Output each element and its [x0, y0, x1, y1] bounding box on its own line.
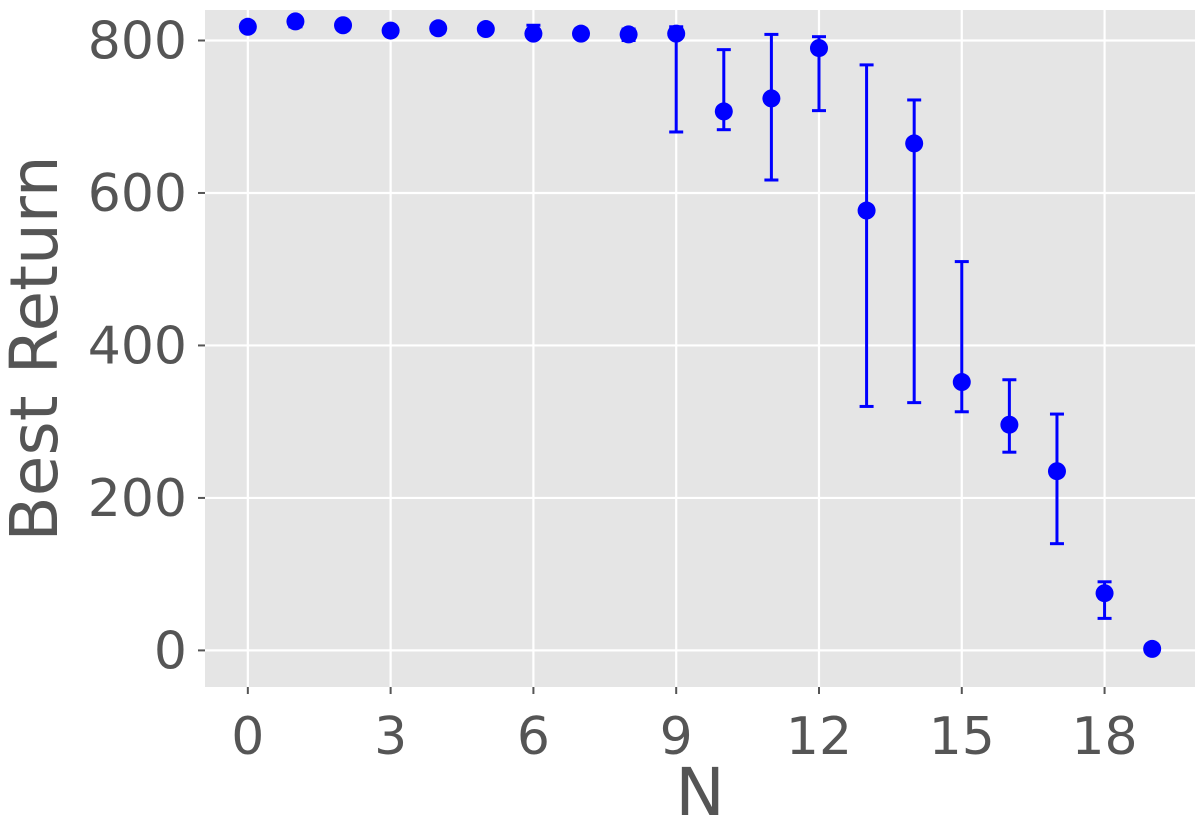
data-point [762, 89, 781, 108]
data-point [524, 24, 543, 43]
x-tick-label: 3 [374, 707, 407, 767]
error-bar [859, 63, 874, 408]
x-tick-label: 6 [517, 707, 550, 767]
data-points [238, 12, 1162, 658]
data-point [809, 39, 828, 58]
data-point [952, 373, 971, 392]
y-tick-label: 800 [88, 11, 187, 71]
data-point [238, 17, 257, 36]
y-tick-label: 600 [88, 164, 187, 224]
data-point [476, 20, 495, 39]
y-axis-label: Best Return [0, 155, 73, 541]
data-point [429, 19, 448, 38]
data-point [667, 24, 686, 43]
x-axis-label: N [675, 754, 724, 831]
x-ticks: 0 3 6 9 12 15 18 [231, 687, 1138, 767]
data-point [334, 16, 353, 35]
data-point [1143, 639, 1162, 658]
data-point [905, 134, 924, 153]
data-point [286, 12, 305, 31]
data-point [1095, 584, 1114, 603]
y-tick-label: 0 [154, 621, 187, 681]
data-point [619, 25, 638, 44]
y-ticks: 0 200 400 600 800 [88, 11, 205, 681]
data-point [857, 201, 876, 220]
x-tick-label: 9 [660, 707, 693, 767]
data-point [714, 102, 733, 121]
data-point [381, 21, 400, 40]
plot-background [205, 10, 1195, 687]
x-tick-label: 15 [929, 707, 995, 767]
data-point [1000, 415, 1019, 434]
y-tick-label: 200 [88, 469, 187, 529]
x-tick-label: 0 [231, 707, 264, 767]
data-point [1047, 462, 1066, 481]
y-tick-label: 400 [88, 316, 187, 376]
x-tick-label: 12 [786, 707, 852, 767]
data-point [572, 24, 591, 43]
x-tick-label: 18 [1071, 707, 1137, 767]
